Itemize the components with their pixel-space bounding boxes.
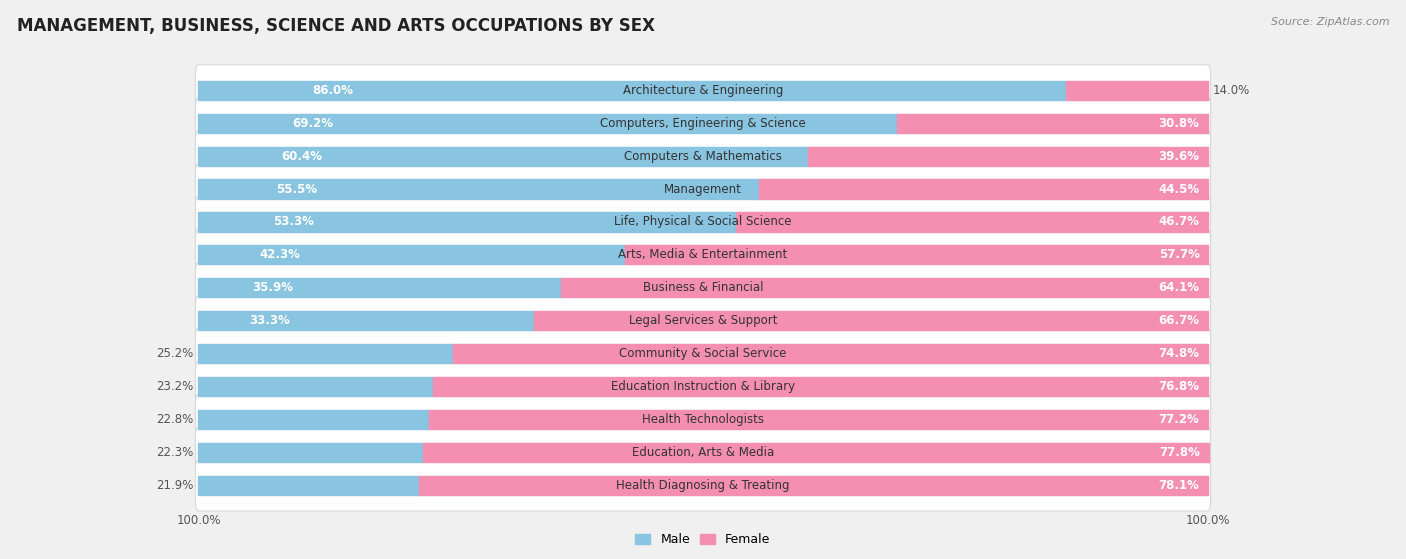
Text: 77.2%: 77.2% bbox=[1159, 413, 1199, 426]
Bar bbox=[198, 80, 1066, 100]
Text: Life, Physical & Social Science: Life, Physical & Social Science bbox=[614, 215, 792, 229]
Bar bbox=[198, 443, 423, 462]
Text: 55.5%: 55.5% bbox=[276, 183, 316, 196]
Bar bbox=[198, 278, 561, 297]
Text: Architecture & Engineering: Architecture & Engineering bbox=[623, 84, 783, 97]
Text: 64.1%: 64.1% bbox=[1159, 281, 1199, 295]
Bar bbox=[423, 443, 1209, 462]
Text: Health Technologists: Health Technologists bbox=[643, 413, 763, 426]
Text: 22.8%: 22.8% bbox=[156, 413, 194, 426]
Text: 33.3%: 33.3% bbox=[249, 314, 290, 328]
Bar bbox=[198, 377, 433, 396]
Text: 44.5%: 44.5% bbox=[1159, 183, 1199, 196]
Text: MANAGEMENT, BUSINESS, SCIENCE AND ARTS OCCUPATIONS BY SEX: MANAGEMENT, BUSINESS, SCIENCE AND ARTS O… bbox=[17, 17, 655, 35]
Text: 57.7%: 57.7% bbox=[1159, 248, 1199, 262]
Text: 86.0%: 86.0% bbox=[312, 84, 354, 97]
Bar bbox=[561, 278, 1208, 297]
Bar bbox=[198, 476, 419, 495]
Bar bbox=[198, 113, 897, 132]
Text: 74.8%: 74.8% bbox=[1159, 347, 1199, 361]
Bar bbox=[198, 245, 626, 264]
Text: 69.2%: 69.2% bbox=[292, 117, 333, 130]
Text: Management: Management bbox=[664, 183, 742, 196]
Bar bbox=[453, 344, 1208, 363]
FancyBboxPatch shape bbox=[195, 427, 1211, 478]
Text: 46.7%: 46.7% bbox=[1159, 215, 1199, 229]
Text: 25.2%: 25.2% bbox=[156, 347, 194, 361]
FancyBboxPatch shape bbox=[195, 98, 1211, 149]
FancyBboxPatch shape bbox=[195, 361, 1211, 412]
Bar bbox=[433, 377, 1208, 396]
Text: Health Diagnosing & Treating: Health Diagnosing & Treating bbox=[616, 479, 790, 492]
FancyBboxPatch shape bbox=[195, 329, 1211, 379]
FancyBboxPatch shape bbox=[195, 197, 1211, 247]
Bar bbox=[626, 245, 1208, 264]
Text: 42.3%: 42.3% bbox=[260, 248, 301, 262]
Text: 77.8%: 77.8% bbox=[1160, 446, 1201, 459]
Text: 78.1%: 78.1% bbox=[1159, 479, 1199, 492]
Text: Legal Services & Support: Legal Services & Support bbox=[628, 314, 778, 328]
FancyBboxPatch shape bbox=[195, 394, 1211, 445]
Text: Education, Arts & Media: Education, Arts & Media bbox=[631, 446, 775, 459]
Text: Computers & Mathematics: Computers & Mathematics bbox=[624, 150, 782, 163]
Text: 53.3%: 53.3% bbox=[273, 215, 314, 229]
FancyBboxPatch shape bbox=[195, 460, 1211, 511]
Text: 30.8%: 30.8% bbox=[1159, 117, 1199, 130]
Bar bbox=[808, 146, 1208, 165]
Text: Source: ZipAtlas.com: Source: ZipAtlas.com bbox=[1271, 17, 1389, 27]
Bar bbox=[198, 179, 758, 198]
FancyBboxPatch shape bbox=[195, 296, 1211, 346]
Bar bbox=[737, 212, 1208, 231]
Text: 35.9%: 35.9% bbox=[252, 281, 292, 295]
Bar bbox=[1066, 80, 1208, 100]
Bar bbox=[419, 476, 1208, 495]
FancyBboxPatch shape bbox=[195, 65, 1211, 116]
FancyBboxPatch shape bbox=[195, 230, 1211, 280]
Text: 76.8%: 76.8% bbox=[1159, 380, 1199, 393]
Legend: Male, Female: Male, Female bbox=[630, 528, 776, 551]
FancyBboxPatch shape bbox=[195, 263, 1211, 313]
FancyBboxPatch shape bbox=[195, 131, 1211, 182]
Text: 14.0%: 14.0% bbox=[1212, 84, 1250, 97]
Text: 39.6%: 39.6% bbox=[1159, 150, 1199, 163]
Bar bbox=[758, 179, 1208, 198]
Text: 23.2%: 23.2% bbox=[156, 380, 194, 393]
Text: 60.4%: 60.4% bbox=[281, 150, 322, 163]
Bar bbox=[198, 410, 429, 429]
Bar bbox=[897, 113, 1208, 132]
Text: Community & Social Service: Community & Social Service bbox=[619, 347, 787, 361]
FancyBboxPatch shape bbox=[195, 164, 1211, 215]
Bar bbox=[198, 146, 808, 165]
Text: Education Instruction & Library: Education Instruction & Library bbox=[612, 380, 794, 393]
Bar bbox=[429, 410, 1208, 429]
Bar bbox=[198, 311, 534, 330]
Text: Computers, Engineering & Science: Computers, Engineering & Science bbox=[600, 117, 806, 130]
Bar bbox=[198, 344, 453, 363]
Text: Business & Financial: Business & Financial bbox=[643, 281, 763, 295]
Text: 66.7%: 66.7% bbox=[1159, 314, 1199, 328]
Bar bbox=[534, 311, 1208, 330]
Text: Arts, Media & Entertainment: Arts, Media & Entertainment bbox=[619, 248, 787, 262]
Bar bbox=[198, 212, 737, 231]
Text: 22.3%: 22.3% bbox=[156, 446, 194, 459]
Text: 21.9%: 21.9% bbox=[156, 479, 194, 492]
